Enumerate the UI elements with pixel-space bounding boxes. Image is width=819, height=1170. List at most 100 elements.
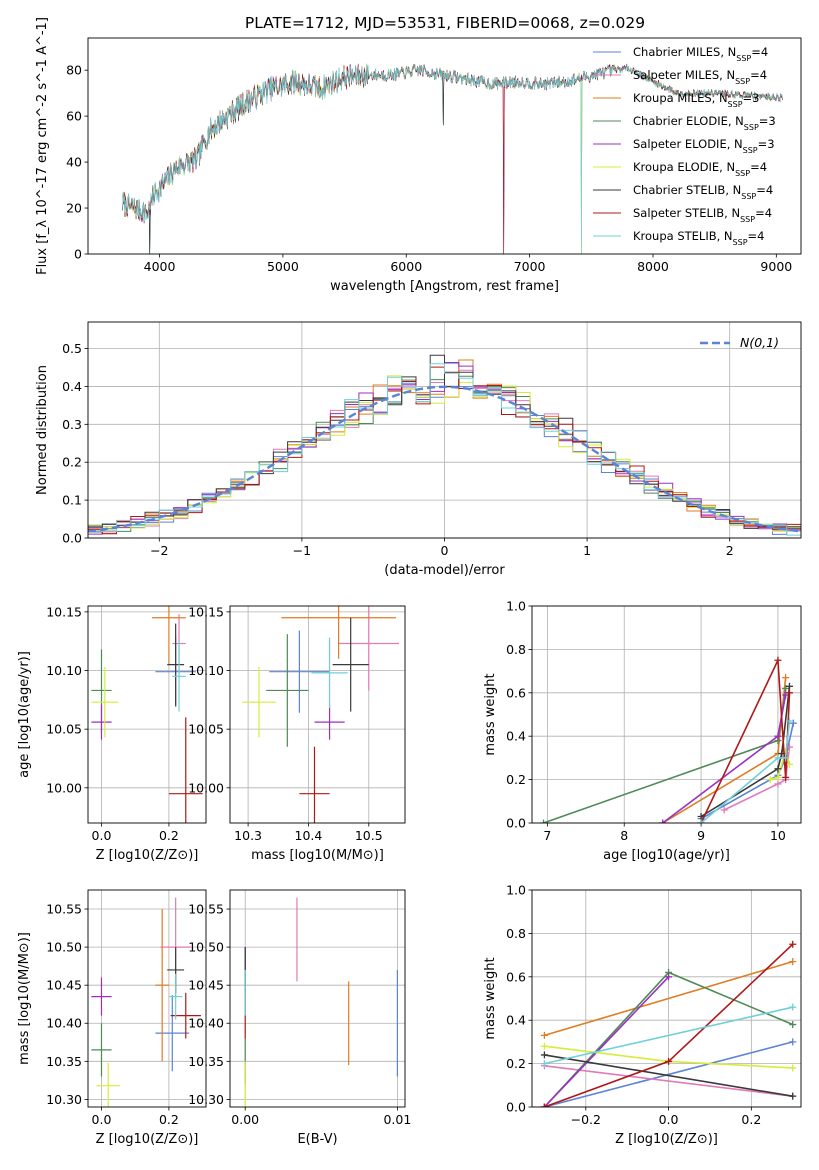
legend-subscript: SSP xyxy=(741,192,756,201)
y-tick-label: 10.15 xyxy=(188,604,224,619)
legend-label: Salpeter STELIB, NSSP=4 xyxy=(633,206,772,224)
massweight-series-line xyxy=(544,1054,793,1097)
y-tick-label: 10.00 xyxy=(188,780,224,795)
massweight-point-marker xyxy=(789,1038,797,1046)
massweight-point-marker xyxy=(774,765,782,773)
massweight-point-marker xyxy=(789,719,797,727)
legend-subscript: SSP xyxy=(735,77,750,86)
massweight-point-marker xyxy=(720,806,728,814)
y-tick-label: 10.05 xyxy=(188,722,224,737)
y-tick-label: 10.15 xyxy=(46,604,82,619)
residuals-plot-area xyxy=(88,354,801,538)
x-tick-label: 1 xyxy=(583,543,591,558)
massweight-point-marker xyxy=(785,717,793,725)
y-tick-label: 0.2 xyxy=(506,1056,526,1071)
massweight-point-marker xyxy=(785,689,793,697)
massweight-point-marker xyxy=(774,780,782,788)
mass_vs_Z-axes: 0.0 0.2 10.30 10.35 10.40 10.45 10.50 10.55 Z [l… xyxy=(17,889,207,1147)
spectrum-series-line xyxy=(122,63,783,254)
figure-title: PLATE=1712, MJD=53531, FIBERID=0068, z=0… xyxy=(245,14,645,32)
y-tick-label: 10.35 xyxy=(188,1054,224,1069)
y-tick-label: 60 xyxy=(66,109,82,124)
y-axis-label: mass weight xyxy=(483,673,498,755)
x-axis-label: Z [log10(Z/Z⊙)] xyxy=(615,1132,718,1147)
x-tick-label: 0 xyxy=(441,543,449,558)
y-tick-label: 0.0 xyxy=(62,531,82,546)
legend-count: =3 xyxy=(743,91,760,105)
axes-frame xyxy=(87,605,207,824)
massweight-point-marker xyxy=(774,754,782,762)
x-tick-label: 0.2 xyxy=(741,1112,761,1127)
massweight-series-line xyxy=(543,688,787,823)
massweight-point-marker xyxy=(697,819,705,823)
age_vs_Z-plot-area xyxy=(91,606,203,823)
axes-frame xyxy=(531,889,802,1108)
x-axis-label: mass [log10(M/M⊙)] xyxy=(251,848,384,863)
massweight-point-marker xyxy=(785,682,793,690)
x-axis-label: Z [log10(Z/Z⊙)] xyxy=(96,848,199,863)
y-tick-label: 0.2 xyxy=(506,772,526,787)
massweight-series-line xyxy=(544,960,793,1037)
x-tick-label: 10.5 xyxy=(355,828,383,843)
massweight-point-marker xyxy=(774,732,782,740)
x-tick-label: 7000 xyxy=(514,259,546,274)
y-tick-label: 0.5 xyxy=(62,341,82,356)
massweight-series-line xyxy=(662,677,787,823)
y-tick-label: 0.4 xyxy=(62,379,82,394)
y-tick-label: 40 xyxy=(66,155,82,170)
legend-label: Chabrier ELODIE, NSSP=3 xyxy=(633,114,776,132)
axes-frame xyxy=(87,321,802,539)
massweight-point-marker xyxy=(789,958,797,966)
legend-label: Chabrier STELIB, NSSP=4 xyxy=(633,183,773,201)
legend-count: =4 xyxy=(751,45,768,59)
x-axis-label: (data-model)/error xyxy=(384,563,505,578)
massweight-point-marker xyxy=(789,1003,797,1011)
y-tick-label: 10.50 xyxy=(46,940,82,955)
y-axis-label: age [log10(age/yr)] xyxy=(17,651,32,778)
y-tick-label: 10.55 xyxy=(188,902,224,917)
legend-subscript: SSP xyxy=(733,238,748,247)
massweight-series-line xyxy=(543,976,670,1107)
mass_vs_Z-plot-area xyxy=(91,897,201,1107)
legend-count: =4 xyxy=(756,183,773,197)
x-tick-label: 7 xyxy=(543,828,551,843)
plots-layer: 4000 5000 6000 7000 8000 9000020406080wavelen… xyxy=(17,17,802,1147)
x-axis-label: Z [log10(Z/Z⊙)] xyxy=(96,1132,199,1147)
legend-subscript: SSP xyxy=(743,146,758,155)
age_vs_mass-plot-area xyxy=(242,606,399,823)
y-tick-label: 20 xyxy=(66,201,82,216)
massweight-series-line xyxy=(700,720,791,823)
massweight-point-marker xyxy=(766,776,774,784)
axes-frame xyxy=(229,605,406,824)
legend-subscript: SSP xyxy=(728,100,743,109)
x-tick-label: 6000 xyxy=(390,259,422,274)
legend-count: =3 xyxy=(758,137,775,151)
y-tick-label: 0.6 xyxy=(506,969,526,984)
massweight-point-marker xyxy=(782,754,790,762)
axes-frame xyxy=(87,889,207,1108)
legend-label: Kroupa ELODIE, NSSP=4 xyxy=(633,160,767,178)
y-axis-label: mass weight xyxy=(483,957,498,1039)
massweight-point-marker xyxy=(782,674,790,682)
mass_vs_EBV-plot-area xyxy=(244,897,398,1107)
massweight-point-marker xyxy=(540,1031,548,1039)
massweight_vs_age-axes: 7 8 9 10 0.0 0.2 0.4 0.6 0.8 1.0 age [log10(age/yr… xyxy=(483,599,802,863)
y-tick-label: 10.45 xyxy=(46,978,82,993)
y-tick-label: 0 xyxy=(74,247,82,262)
x-tick-label: 10 xyxy=(770,828,786,843)
legend-label: Kroupa MILES, NSSP=3 xyxy=(633,91,759,109)
y-tick-label: 0.6 xyxy=(506,685,526,700)
y-tick-label: 0.0 xyxy=(506,816,526,831)
x-tick-label: 10.4 xyxy=(295,828,323,843)
y-tick-label: 10.00 xyxy=(46,780,82,795)
legend-label: Kroupa STELIB, NSSP=4 xyxy=(633,229,764,247)
y-tick-label: 80 xyxy=(66,63,82,78)
legend-subscript: SSP xyxy=(736,54,751,63)
massweight_vs_age-plot-area xyxy=(540,656,797,823)
legend-count: =3 xyxy=(759,114,776,128)
age_vs_mass-axes: 10.3 10.4 10.5 10.00 10.05 10.10 10.15 mass [lo… xyxy=(188,604,406,863)
x-axis-label: E(B-V) xyxy=(297,1132,337,1147)
y-tick-label: 1.0 xyxy=(506,599,526,614)
massweight-point-marker xyxy=(774,656,782,664)
x-tick-label: 0.0 xyxy=(92,1112,112,1127)
